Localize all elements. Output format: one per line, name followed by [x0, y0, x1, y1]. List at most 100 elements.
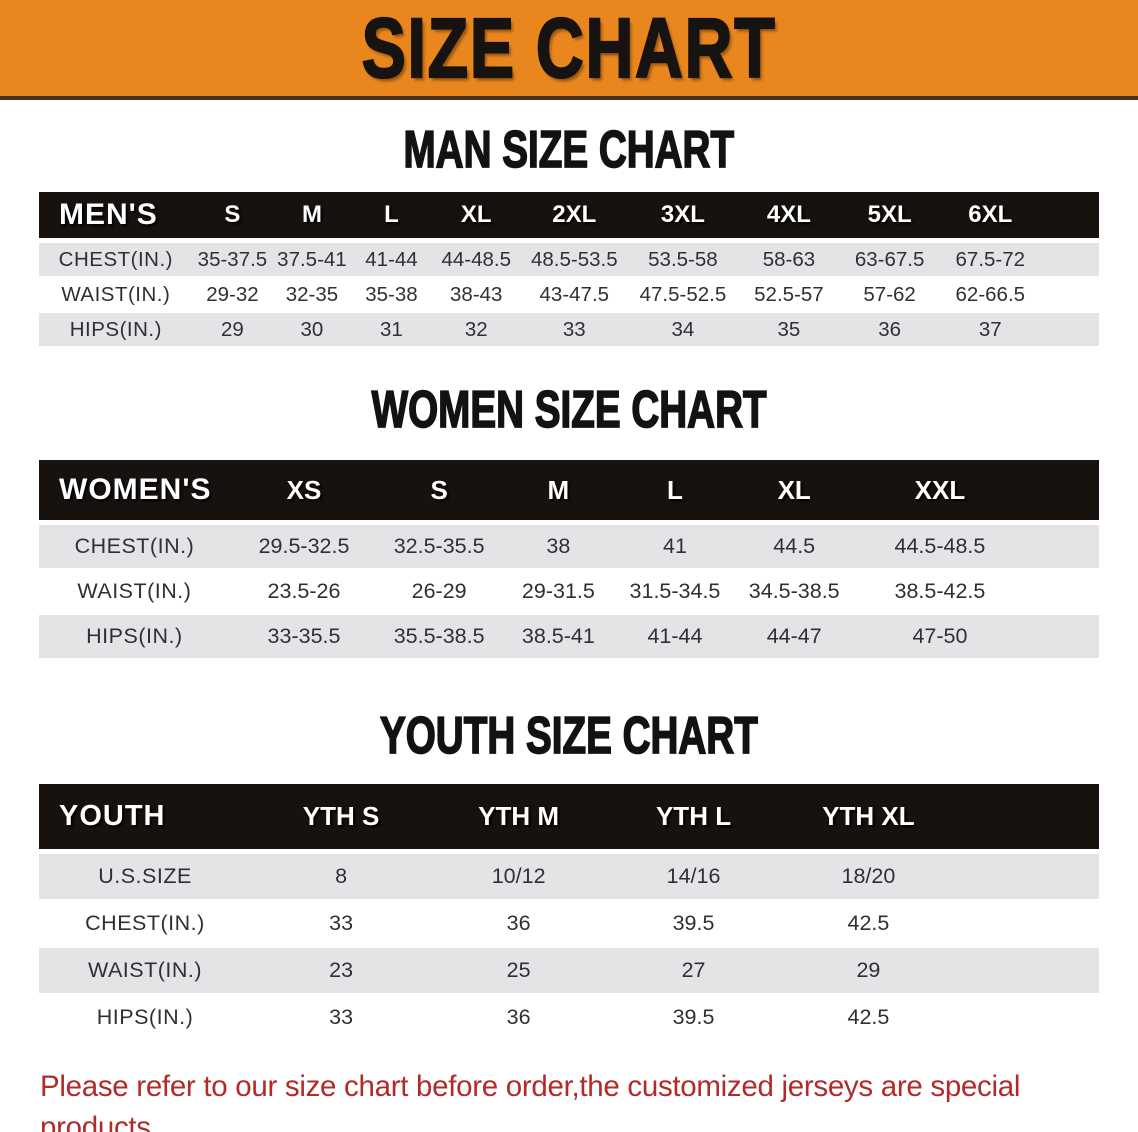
- cell: 31.5-34.5: [616, 570, 734, 613]
- cell: 29-31.5: [500, 570, 617, 613]
- cell: 32-35: [272, 278, 352, 311]
- spacer-cell: [1024, 570, 1099, 613]
- cell: 35-38: [351, 278, 432, 311]
- cell: 62-66.5: [939, 278, 1041, 311]
- table-row: CHEST(IN.) 35-37.5 37.5-41 41-44 44-48.5…: [39, 241, 1099, 278]
- youth-size-col: YTH XL: [780, 784, 956, 852]
- row-label: WAIST(IN.): [39, 946, 251, 995]
- cell: 36: [431, 901, 607, 946]
- cell: 23: [251, 946, 432, 995]
- women-size-col: L: [616, 460, 734, 523]
- cell: 42.5: [780, 901, 956, 946]
- cell: 33-35.5: [229, 613, 379, 660]
- row-label: HIPS(IN.): [39, 613, 230, 660]
- cell: 32.5-35.5: [378, 523, 501, 570]
- table-row: U.S.SIZE 8 10/12 14/16 18/20: [39, 852, 1099, 901]
- men-size-table: MEN'S S M L XL 2XL 3XL 4XL 5XL 6XL CHEST…: [39, 192, 1099, 348]
- spacer-cell: [955, 901, 1099, 946]
- table-row: HIPS(IN.) 33 36 39.5 42.5: [39, 995, 1099, 1040]
- cell: 38.5-42.5: [855, 570, 1025, 613]
- cell: 44.5-48.5: [855, 523, 1025, 570]
- spacer-cell: [1024, 460, 1099, 523]
- cell: 37: [939, 311, 1041, 348]
- cell: 30: [272, 311, 352, 348]
- size-chart-banner: SIZE CHART: [0, 0, 1138, 100]
- spacer-cell: [955, 852, 1099, 901]
- cell: 67.5-72: [939, 241, 1041, 278]
- cell: 52.5-57: [738, 278, 840, 311]
- row-label: CHEST(IN.): [39, 523, 230, 570]
- cell: 39.5: [606, 901, 781, 946]
- row-label: HIPS(IN.): [39, 311, 193, 348]
- spacer-cell: [1040, 311, 1099, 348]
- cell: 8: [251, 852, 432, 901]
- table-row: HIPS(IN.) 29 30 31 32 33 34 35 36 37: [39, 311, 1099, 348]
- women-size-table: WOMEN'S XS S M L XL XXL CHEST(IN.) 29.5-…: [39, 460, 1099, 660]
- cell: 36: [839, 311, 940, 348]
- cell: 35.5-38.5: [378, 613, 501, 660]
- spacer-cell: [955, 946, 1099, 995]
- youth-corner-label: YOUTH: [39, 784, 251, 852]
- cell: 47.5-52.5: [627, 278, 739, 311]
- youth-header-row: YOUTH YTH S YTH M YTH L YTH XL: [39, 784, 1099, 852]
- cell: 14/16: [606, 852, 781, 901]
- cell: 57-62: [839, 278, 940, 311]
- row-label: CHEST(IN.): [39, 241, 193, 278]
- table-row: WAIST(IN.) 23 25 27 29: [39, 946, 1099, 995]
- men-header-row: MEN'S S M L XL 2XL 3XL 4XL 5XL 6XL: [39, 192, 1099, 241]
- table-row: HIPS(IN.) 33-35.5 35.5-38.5 38.5-41 41-4…: [39, 613, 1099, 660]
- youth-size-col: YTH L: [606, 784, 781, 852]
- cell: 42.5: [780, 995, 956, 1040]
- cell: 35: [738, 311, 840, 348]
- cell: 33: [251, 995, 432, 1040]
- men-size-col: S: [192, 192, 273, 241]
- note-line-1: Please refer to our size chart before or…: [40, 1070, 1021, 1132]
- youth-section-heading: YOUTH SIZE CHART: [0, 708, 1138, 761]
- men-size-col: 3XL: [627, 192, 739, 241]
- youth-size-col: YTH M: [431, 784, 607, 852]
- banner-title: SIZE CHART: [361, 0, 777, 96]
- cell: 25: [431, 946, 607, 995]
- cell: 27: [606, 946, 781, 995]
- spacer-cell: [1024, 613, 1099, 660]
- row-label: WAIST(IN.): [39, 570, 230, 613]
- men-size-col: 4XL: [738, 192, 840, 241]
- cell: 23.5-26: [229, 570, 379, 613]
- cell: 31: [351, 311, 432, 348]
- cell: 43-47.5: [521, 278, 628, 311]
- spacer-cell: [1040, 278, 1099, 311]
- table-row: CHEST(IN.) 33 36 39.5 42.5: [39, 901, 1099, 946]
- cell: 48.5-53.5: [521, 241, 628, 278]
- women-size-col: M: [500, 460, 617, 523]
- men-heading-text: MAN SIZE CHART: [403, 119, 735, 179]
- spacer-cell: [1024, 523, 1099, 570]
- men-size-col: L: [351, 192, 432, 241]
- men-size-col: M: [272, 192, 352, 241]
- row-label: CHEST(IN.): [39, 901, 251, 946]
- cell: 29: [780, 946, 956, 995]
- women-size-col: XL: [733, 460, 856, 523]
- spacer-cell: [1040, 192, 1099, 241]
- cell: 35-37.5: [192, 241, 273, 278]
- cell: 41: [616, 523, 734, 570]
- row-label: WAIST(IN.): [39, 278, 193, 311]
- cell: 36: [431, 995, 607, 1040]
- cell: 63-67.5: [839, 241, 940, 278]
- cell: 32: [431, 311, 522, 348]
- cell: 38.5-41: [500, 613, 617, 660]
- men-section-heading: MAN SIZE CHART: [0, 119, 1138, 179]
- cell: 26-29: [378, 570, 501, 613]
- cell: 29: [192, 311, 273, 348]
- youth-size-table: YOUTH YTH S YTH M YTH L YTH XL U.S.SIZE …: [39, 784, 1099, 1040]
- cell: 41-44: [351, 241, 432, 278]
- cell: 44-48.5: [431, 241, 522, 278]
- cell: 33: [521, 311, 628, 348]
- men-size-col: 6XL: [939, 192, 1041, 241]
- women-header-row: WOMEN'S XS S M L XL XXL: [39, 460, 1099, 523]
- cell: 44-47: [733, 613, 856, 660]
- cell: 44.5: [733, 523, 856, 570]
- table-row: WAIST(IN.) 23.5-26 26-29 29-31.5 31.5-34…: [39, 570, 1099, 613]
- spacer-cell: [1040, 241, 1099, 278]
- order-policy-note: Please refer to our size chart before or…: [40, 1066, 1118, 1132]
- women-heading-text: WOMEN SIZE CHART: [371, 379, 767, 439]
